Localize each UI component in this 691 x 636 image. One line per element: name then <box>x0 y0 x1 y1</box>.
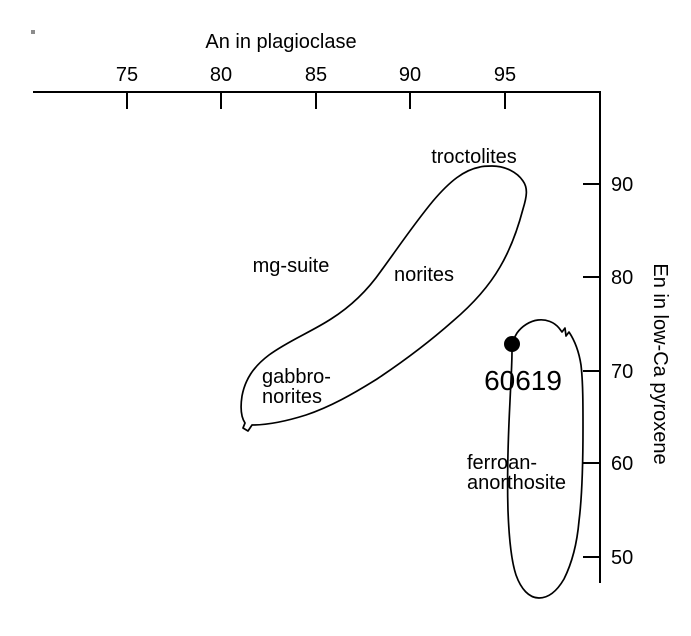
troctolites-label: troctolites <box>431 146 517 168</box>
y-tick-label-60: 60 <box>611 453 633 475</box>
scan-artifact-dot <box>31 30 35 34</box>
x-axis-ticks <box>126 92 506 109</box>
y-tick-labels: 90 80 70 60 50 <box>611 174 633 569</box>
x-axis-title: An in plagioclase <box>205 31 356 53</box>
x-tick-labels: 75 80 85 90 95 <box>116 64 516 86</box>
ferroan-anorthosite-label-line2: anorthosite <box>467 472 566 494</box>
x-tick-label-90: 90 <box>399 64 421 86</box>
y-tick-label-90: 90 <box>611 174 633 196</box>
gabbro-norites-label-line1: gabbro- <box>262 366 331 388</box>
x-tick-label-95: 95 <box>494 64 516 86</box>
x-tick-label-80: 80 <box>210 64 232 86</box>
y-axis-title: En in low-Ca pyroxene <box>649 263 671 464</box>
y-axis-ticks <box>583 183 600 558</box>
x-tick-label-85: 85 <box>305 64 327 86</box>
ferroan-anorthosite-field-outline <box>506 318 584 599</box>
y-tick-label-70: 70 <box>611 361 633 383</box>
ferroan-anorthosite-label-line1: ferroan- <box>467 452 537 474</box>
sample-point-label: 60619 <box>484 365 562 396</box>
y-tick-label-50: 50 <box>611 547 633 569</box>
norites-label: norites <box>394 264 454 286</box>
mg-suite-label: mg-suite <box>253 255 330 277</box>
mg-suite-field-outline <box>240 165 528 432</box>
x-tick-label-75: 75 <box>116 64 138 86</box>
y-tick-label-80: 80 <box>611 267 633 289</box>
sample-point-60619 <box>504 336 520 352</box>
gabbro-norites-label-line2: norites <box>262 386 322 408</box>
